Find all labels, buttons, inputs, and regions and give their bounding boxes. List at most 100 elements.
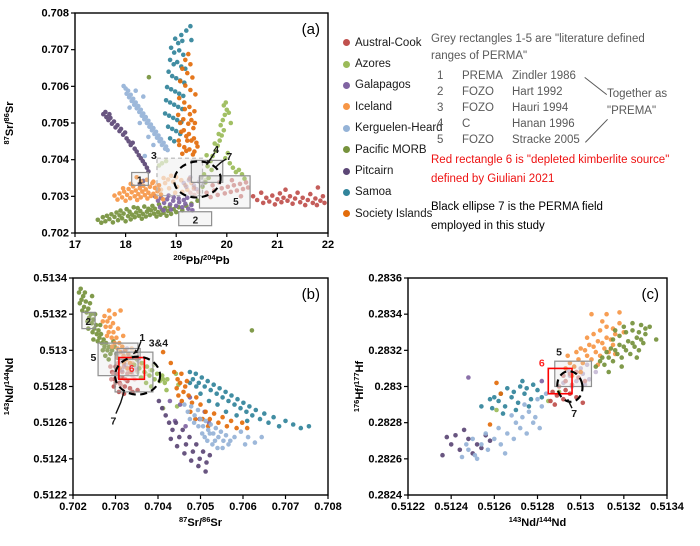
series-kerguelen-heard <box>459 391 549 462</box>
perma-dashed-ellipse <box>173 160 222 199</box>
rect-label: 1 <box>137 175 143 186</box>
y-tick-label: 0.2824 <box>368 490 403 502</box>
annotation-number-label: 5 <box>556 347 562 359</box>
legend-marker-icon <box>343 81 350 89</box>
svg-text:87Sr/86Sr: 87Sr/86Sr <box>2 101 16 145</box>
legend-label: Kerguelen-Heard <box>355 122 443 135</box>
series-society-islands <box>487 380 504 427</box>
annotation-arrow-line <box>215 158 227 168</box>
y-tick-label: 0.283 <box>374 381 402 393</box>
panel-letter: (c) <box>642 286 660 303</box>
grey-rectangle <box>554 360 593 388</box>
arrowhead-icon <box>206 159 211 165</box>
x-tick-label: 22 <box>322 239 334 251</box>
y-tick-label: 0.706 <box>41 81 69 93</box>
y-tick-label: 0.704 <box>41 154 69 166</box>
annotation-number-label: 4 <box>213 144 219 156</box>
list-item: 3 FOZO Hauri 1994 <box>437 102 569 114</box>
x-tick-label: 0.513 <box>567 501 595 513</box>
legend-item-galapagos: Galapagos <box>343 75 438 96</box>
x-tick-label: 0.703 <box>102 501 130 513</box>
series-society-islands <box>160 349 250 431</box>
annotation-number-label: 7 <box>571 408 577 420</box>
y-tick-label: 0.703 <box>41 191 69 203</box>
svg-text:143Nd/144Nd: 143Nd/144Nd <box>2 358 16 415</box>
legend-marker-icon <box>343 210 350 218</box>
annotation-number-label: 5 <box>90 352 96 364</box>
rect-label: 2 <box>193 215 199 226</box>
y-tick-label: 0.5134 <box>33 273 68 285</box>
y-tick-label: 0.2826 <box>368 453 402 465</box>
legend-item-pacific-morb: Pacific MORB <box>343 139 438 160</box>
svg-text:206Pb/204Pb: 206Pb/204Pb <box>173 253 229 267</box>
legend-label: Iceland <box>355 100 393 113</box>
rect-label: 2 <box>86 317 92 328</box>
bracket-line-top <box>584 77 608 96</box>
grey-rectangle <box>198 175 251 209</box>
x-tick-label: 0.5122 <box>391 501 425 513</box>
series-iceland <box>563 310 627 378</box>
legend-label: Pitcairn <box>355 165 394 178</box>
annotation-number-label: 7 <box>110 415 116 427</box>
panel-c-chart: 0.5122 0.5124 0.5126 0.5128 0.513 0.5132 0.513… <box>352 273 685 530</box>
y-tick-label: 0.708 <box>41 8 69 20</box>
series-galapagos <box>466 375 545 384</box>
legend-label: Azores <box>355 58 391 71</box>
legend-item-society-islands: Society Islands <box>343 203 438 224</box>
y-tick-label: 0.5124 <box>33 453 68 465</box>
together-as-prema-note: Together as "PREMA" <box>607 88 668 117</box>
panel-letter: (b) <box>302 286 320 303</box>
y-tick-label: 0.2832 <box>368 345 402 357</box>
grey-note-line2: ranges of PERMA" <box>431 50 528 62</box>
black-ellipse-note: Black ellipse 7 is the PERMA field emplo… <box>431 201 603 232</box>
grey-rectangle <box>131 171 149 186</box>
x-tick-label: 21 <box>271 239 283 251</box>
series-kerguelen-heard <box>182 402 265 451</box>
x-tick-label: 19 <box>170 239 182 251</box>
series-pitcairn <box>440 427 493 458</box>
series-pink-faded- <box>126 364 140 382</box>
series-azores <box>200 100 247 190</box>
y-tick-label: 0.5122 <box>33 490 67 502</box>
bracket-line-bottom <box>585 118 608 143</box>
legend-marker-icon <box>343 39 350 47</box>
y-tick-label: 0.702 <box>41 228 69 240</box>
annotation-arrow-line <box>567 398 573 409</box>
svg-text:143Nd/144Nd: 143Nd/144Nd <box>509 515 566 529</box>
arrowhead-icon <box>133 349 139 354</box>
legend-item-pitcairn: Pitcairn <box>343 160 438 181</box>
x-tick-label: 0.707 <box>272 501 300 513</box>
y-tick-label: 0.2836 <box>368 273 402 285</box>
series-pacific-morb <box>593 320 659 375</box>
series-iceland <box>112 175 166 203</box>
x-tick-label: 0.706 <box>229 501 257 513</box>
panel-letter: (a) <box>302 21 320 38</box>
annotation-number-label: 7 <box>226 151 232 163</box>
x-tick-label: 0.705 <box>187 501 215 513</box>
series-austral-cook <box>250 185 327 208</box>
legend-label: Austral-Cook <box>355 36 422 49</box>
x-tick-label: 0.5134 <box>650 501 685 513</box>
legend-marker-icon <box>343 167 350 175</box>
grey-rectangle <box>156 157 204 197</box>
y-tick-label: 0.707 <box>41 44 69 56</box>
legend-item-kerguelen-heard: Kerguelen-Heard <box>343 118 443 139</box>
series-austral-cook <box>548 387 586 407</box>
grey-rectangles-note: Grey rectangles 1-5 are "literature defi… <box>431 31 699 65</box>
x-tick-label: 0.704 <box>144 501 172 513</box>
legend-item-austral-cook: Austral-Cook <box>343 32 438 53</box>
x-tick-label: 17 <box>69 239 81 251</box>
legend-marker-icon <box>343 124 350 132</box>
x-tick-label: 0.702 <box>59 501 87 513</box>
legend: Austral-Cook Azores Galapagos Iceland Kergue… <box>343 32 443 225</box>
legend-marker-icon <box>343 188 350 196</box>
grey-note-line1: Grey rectangles 1-5 are "literature defi… <box>431 33 645 45</box>
legend-item-iceland: Iceland <box>343 96 438 117</box>
legend-marker-icon <box>343 60 350 68</box>
panel-b-chart: 0.702 0.703 0.704 0.705 0.706 0.707 0.708 0.512… <box>2 273 342 530</box>
grey-rectangle <box>81 311 96 330</box>
svg-text:87Sr/86Sr: 87Sr/86Sr <box>179 515 223 529</box>
annotation-number-label: 3&4 <box>149 338 168 350</box>
grey-rectangle <box>116 347 141 360</box>
